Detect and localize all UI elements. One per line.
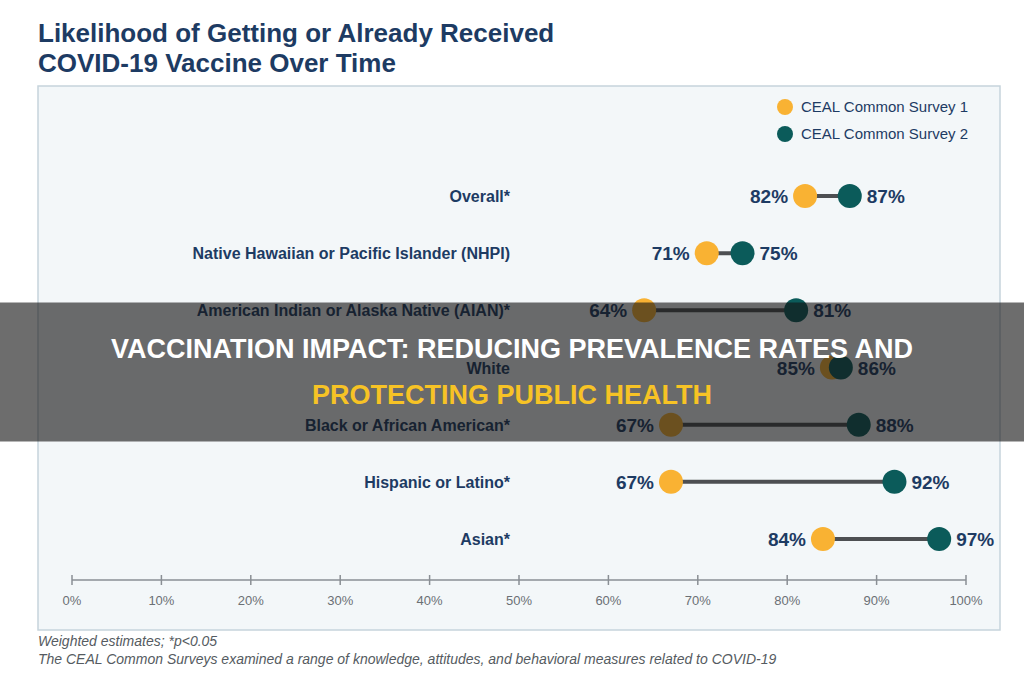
tick-mark [429,575,431,585]
chart: Likelihood of Getting or Already Receive… [0,0,1024,680]
category-label: Native Hawaiian or Pacific Islander (NHP… [193,245,510,262]
dot [927,527,951,551]
category-label: Hispanic or Latino* [364,474,511,491]
value-label: 97% [956,529,994,550]
tick-mark [697,575,699,585]
text-line: COVID-19 Vaccine Over Time [38,48,396,78]
tick-label: 10% [148,593,174,608]
banner-text: VACCINATION IMPACT: REDUCING PREVALENCE … [111,334,913,410]
text-line: PROTECTING PUBLIC HEALTH [312,380,712,410]
value-label: 67% [616,472,654,493]
value-label: 82% [750,186,788,207]
value-label: 71% [652,243,690,264]
text-line: VACCINATION IMPACT: REDUCING PREVALENCE … [111,334,913,364]
x-axis: 0% 10% 20% 30% 40% 50% 60% 70% 80% 90% 100% [63,575,983,608]
tick-label: 100% [949,593,983,608]
dot [838,184,862,208]
dot [882,470,906,494]
tick-label: 80% [774,593,800,608]
dot [695,241,719,265]
tick-label: 60% [595,593,621,608]
category-label: Overall* [450,188,511,205]
legend-label: CEAL Common Survey 2 [801,125,968,142]
tick-mark [161,575,163,585]
tick-label: 30% [327,593,353,608]
title: Likelihood of Getting or Already Receive… [38,18,554,78]
tick-mark [518,575,520,585]
tick-mark [876,575,878,585]
tick-label: 0% [63,593,82,608]
value-label: 87% [867,186,905,207]
footnote: Weighted estimates; *p<0.05 [38,633,217,649]
category-label: Asian* [460,531,511,548]
tick-mark [786,575,788,585]
tick-mark [250,575,252,585]
tick-mark [71,575,73,585]
value-label: 75% [760,243,798,264]
tick-label: 50% [506,593,532,608]
legend-swatch [777,126,793,142]
connector [671,480,895,484]
text-line: Likelihood of Getting or Already Receive… [38,18,554,48]
tick-label: 90% [864,593,890,608]
connector [823,537,939,541]
tick-label: 40% [417,593,443,608]
tick-label: 20% [238,593,264,608]
legend-label: CEAL Common Survey 1 [801,98,968,115]
value-label: 92% [911,472,949,493]
dot [811,527,835,551]
dot [731,241,755,265]
tick-label: 70% [685,593,711,608]
banner-band [0,303,1024,442]
tick-mark [608,575,610,585]
panel [38,86,1000,630]
legend-swatch [777,99,793,115]
dot [793,184,817,208]
value-label: 84% [768,529,806,550]
dot [659,470,683,494]
footnote: The CEAL Common Surveys examined a range… [38,651,776,667]
tick-mark [965,575,967,585]
legend: CEAL Common Survey 1 CEAL Common Survey 2 [777,98,968,142]
banner: VACCINATION IMPACT: REDUCING PREVALENCE … [0,303,1024,442]
tick-mark [339,575,341,585]
